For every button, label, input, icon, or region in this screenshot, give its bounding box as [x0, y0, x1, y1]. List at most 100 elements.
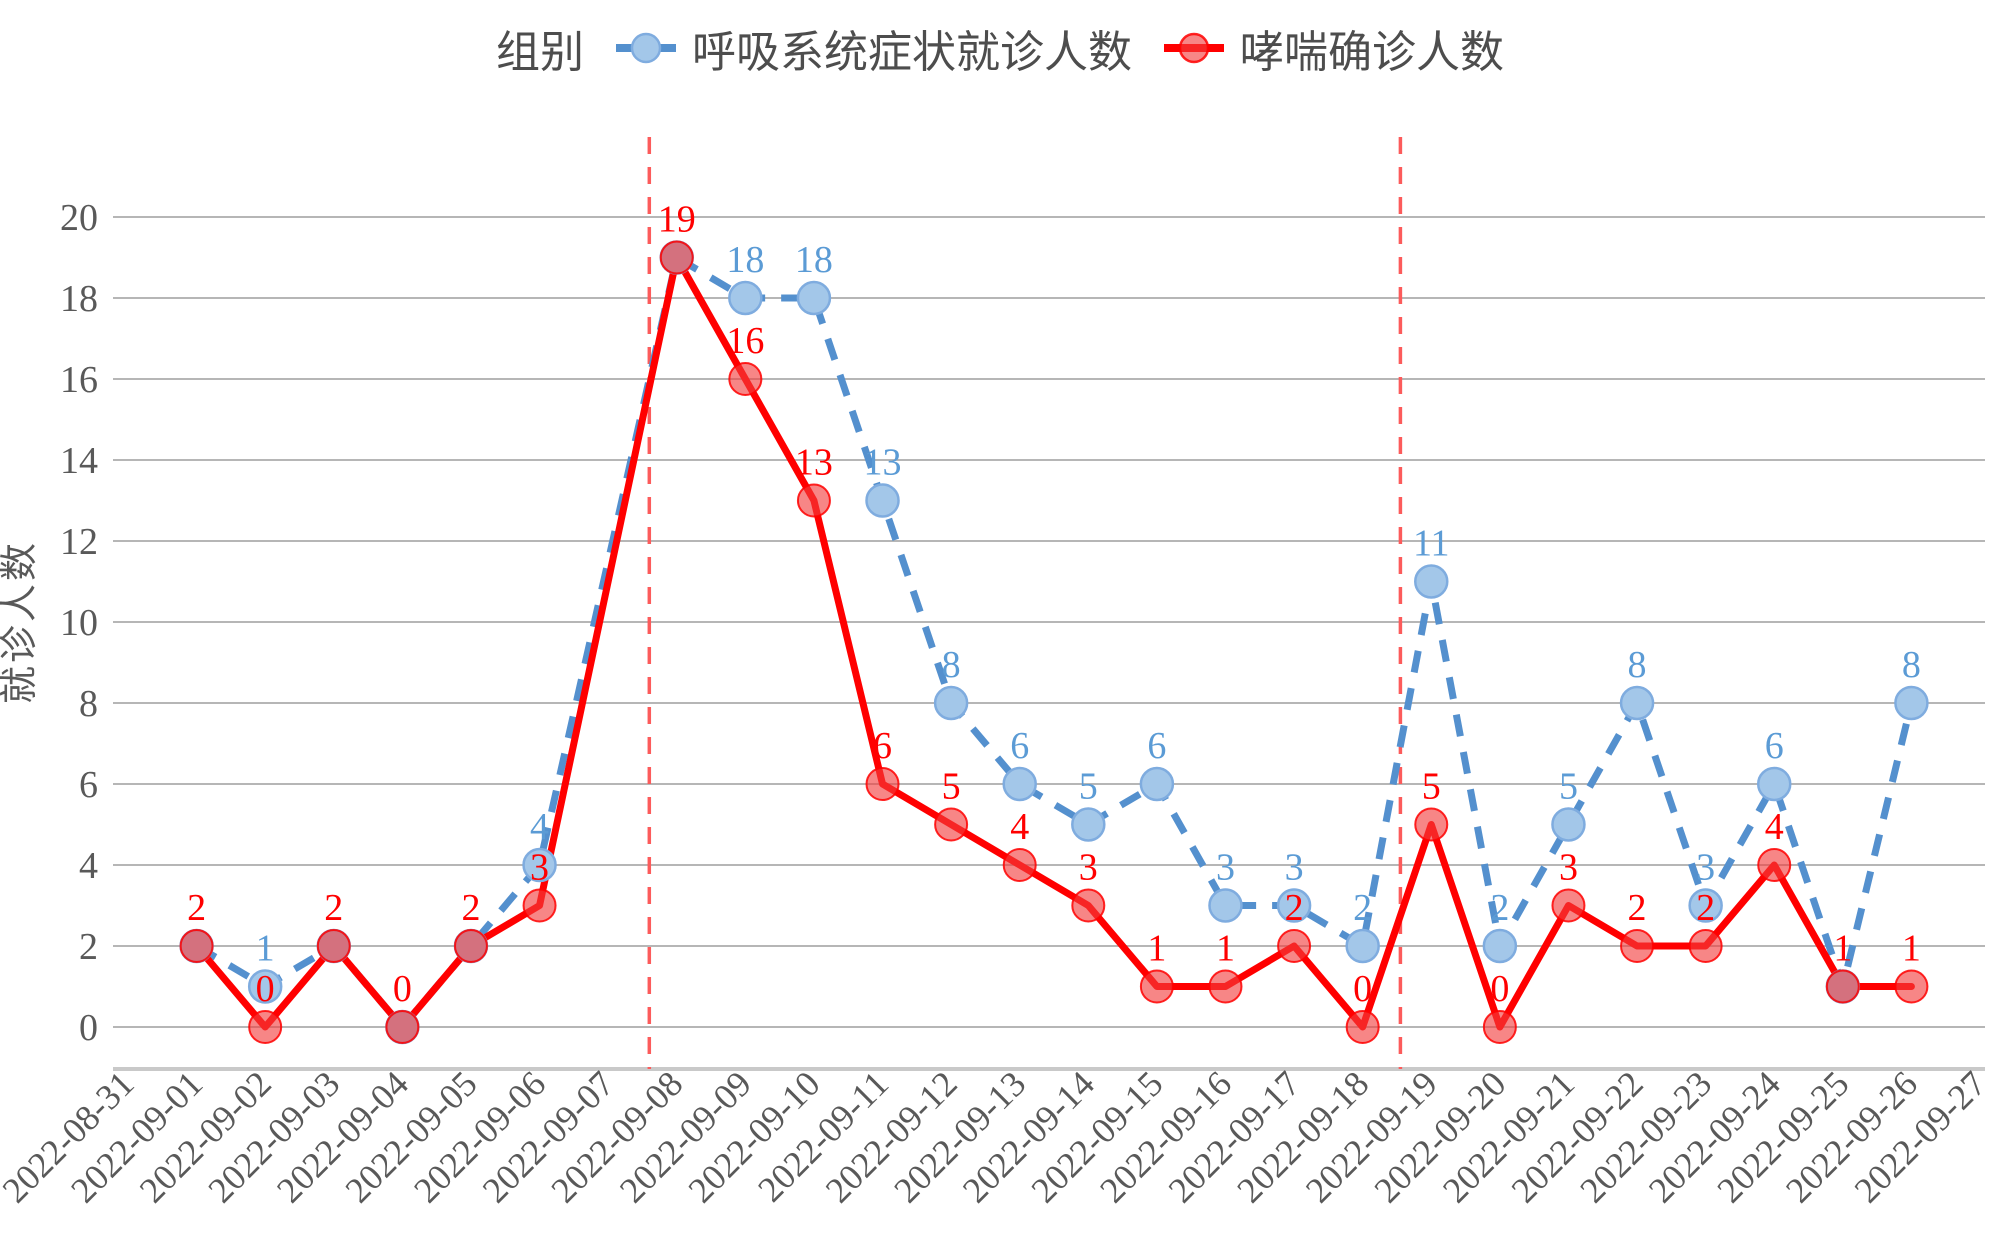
y-tick-label: 6: [79, 764, 98, 806]
legend-item-respiratory[interactable]: 呼吸系统症状就诊人数: [614, 16, 1132, 80]
data-point-respiratory[interactable]: [1414, 564, 1449, 599]
data-point-asthma[interactable]: [1345, 1010, 1380, 1044]
data-label-respiratory: 11: [1413, 523, 1450, 565]
data-point-respiratory[interactable]: [796, 280, 832, 316]
legend-group-title: 组别: [496, 28, 584, 77]
data-point-asthma[interactable]: [1894, 969, 1929, 1004]
y-tick-label: 8: [79, 683, 98, 725]
data-point-respiratory[interactable]: [1276, 888, 1312, 923]
y-tick-label: 0: [79, 1007, 98, 1049]
data-label-asthma: 2: [1628, 887, 1647, 929]
y-tick-label: 20: [60, 197, 98, 239]
data-label-asthma: 0: [1353, 968, 1372, 1010]
data-point-respiratory[interactable]: [522, 847, 557, 883]
data-point-asthma[interactable]: [522, 888, 557, 923]
data-label-respiratory: 3: [1696, 847, 1715, 889]
data-point-respiratory[interactable]: [1482, 928, 1518, 964]
legend-item-asthma[interactable]: 哮喘确诊人数: [1162, 16, 1504, 80]
data-label-respiratory: 2: [1353, 887, 1372, 929]
data-point-asthma[interactable]: [865, 767, 900, 801]
data-label-asthma: 4: [1010, 806, 1029, 848]
data-label-respiratory: 3: [1285, 847, 1304, 889]
legend-item-respiratory-label: 呼吸系统症状就诊人数: [692, 28, 1132, 77]
data-label-asthma: 3: [530, 847, 549, 889]
data-point-respiratory[interactable]: [1139, 766, 1175, 802]
data-label-respiratory: 4: [530, 806, 549, 848]
data-label-respiratory: 8: [1902, 644, 1921, 686]
data-label-asthma: 1: [1833, 928, 1852, 970]
data-label-asthma: 0: [256, 968, 275, 1010]
data-point-respiratory[interactable]: [865, 483, 900, 518]
data-label-asthma: 19: [658, 199, 696, 241]
data-point-asthma[interactable]: [1688, 929, 1723, 963]
data-label-asthma: 13: [795, 442, 833, 484]
data-point-respiratory[interactable]: [247, 969, 283, 1004]
y-tick-label: 12: [60, 521, 98, 563]
data-point-asthma[interactable]: [1139, 969, 1174, 1004]
data-point-asthma[interactable]: [1414, 807, 1449, 842]
data-label-asthma: 2: [187, 887, 206, 929]
data-label-asthma: 3: [1079, 847, 1098, 889]
data-point-asthma[interactable]: [728, 362, 763, 396]
data-point-respiratory[interactable]: [1071, 807, 1106, 842]
data-label-asthma: 2: [324, 887, 343, 929]
y-tick-label: 2: [79, 926, 98, 968]
y-tick-label: 10: [60, 602, 98, 644]
data-point-asthma[interactable]: [934, 807, 969, 842]
data-point-asthma[interactable]: [1482, 1010, 1517, 1044]
data-point-asthma[interactable]: [1757, 848, 1792, 882]
data-label-respiratory: 6: [1765, 725, 1784, 767]
data-point-respiratory[interactable]: [1345, 928, 1380, 964]
y-tick-label: 4: [79, 845, 98, 887]
data-point-respiratory[interactable]: [1756, 766, 1792, 802]
data-point-asthma[interactable]: [1071, 888, 1106, 923]
data-label-asthma: 3: [1559, 847, 1578, 889]
data-label-asthma: 1: [1902, 928, 1921, 970]
data-label-asthma: 2: [1285, 887, 1304, 929]
data-point-asthma[interactable]: [659, 240, 694, 275]
data-point-asthma[interactable]: [316, 929, 351, 963]
data-label-asthma: 4: [1765, 806, 1784, 848]
y-tick-label: 16: [60, 359, 98, 401]
data-label-respiratory: 5: [1079, 766, 1098, 808]
data-label-asthma: 0: [393, 968, 412, 1010]
data-point-respiratory[interactable]: [1551, 807, 1586, 842]
data-point-respiratory[interactable]: [933, 685, 969, 721]
series-asthma-line: [193, 254, 1915, 1031]
data-point-asthma[interactable]: [248, 1010, 283, 1044]
data-point-respiratory[interactable]: [1619, 685, 1655, 721]
data-point-asthma[interactable]: [1002, 848, 1037, 882]
data-point-respiratory[interactable]: [1688, 888, 1723, 923]
data-label-respiratory: 18: [726, 239, 764, 281]
data-point-asthma[interactable]: [1620, 929, 1655, 963]
data-point-asthma[interactable]: [1208, 969, 1243, 1004]
data-label-asthma: 1: [1147, 928, 1166, 970]
data-label-asthma: 5: [942, 766, 961, 808]
data-label-respiratory: 2: [1490, 887, 1509, 929]
data-point-asthma[interactable]: [453, 929, 488, 963]
data-label-asthma: 1: [1216, 928, 1235, 970]
line-circle-marker-icon: [616, 32, 676, 64]
data-point-asthma[interactable]: [385, 1010, 420, 1044]
data-label-asthma: 5: [1422, 766, 1441, 808]
data-point-respiratory[interactable]: [1894, 685, 1929, 721]
data-point-asthma[interactable]: [796, 483, 831, 518]
y-tick-label: 14: [60, 440, 98, 482]
line-circle-marker-icon: [1164, 32, 1224, 64]
legend: 组别 呼吸系统症状就诊人数 哮喘确诊人数: [0, 16, 2000, 80]
data-point-respiratory[interactable]: [1208, 888, 1243, 923]
legend-item-asthma-label: 哮喘确诊人数: [1240, 28, 1504, 77]
data-point-asthma[interactable]: [1277, 929, 1312, 963]
legend-marker: [630, 32, 662, 64]
data-point-respiratory[interactable]: [728, 280, 763, 316]
data-point-respiratory[interactable]: [1002, 766, 1037, 802]
y-tick-label: 18: [60, 278, 98, 320]
data-label-respiratory: 6: [1010, 725, 1029, 767]
data-point-asthma[interactable]: [1825, 969, 1860, 1004]
data-label-respiratory: 6: [1147, 725, 1166, 767]
data-label-asthma: 0: [1490, 968, 1509, 1010]
data-point-asthma[interactable]: [1551, 888, 1586, 923]
data-point-asthma[interactable]: [179, 929, 214, 963]
